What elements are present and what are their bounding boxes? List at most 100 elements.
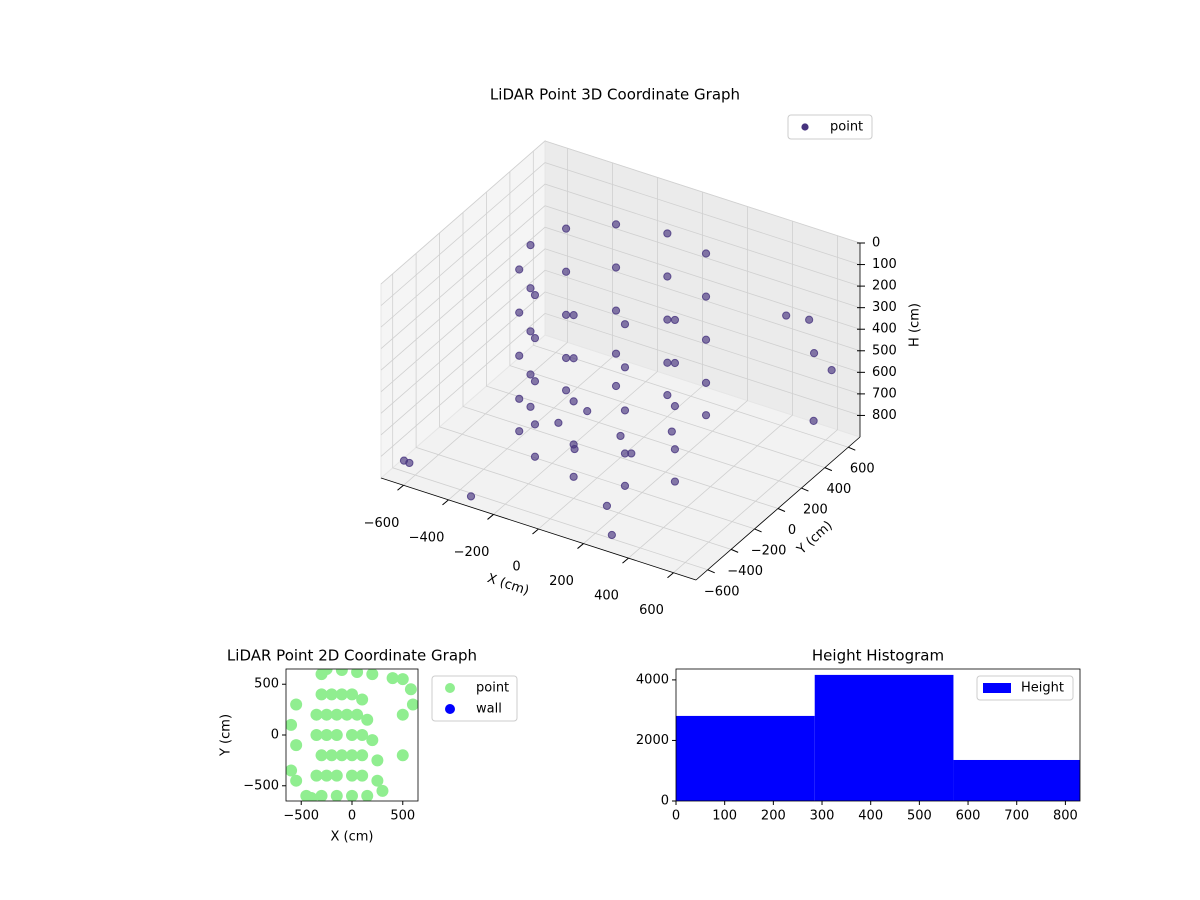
point	[670, 477, 680, 486]
legend-box	[976, 675, 1074, 701]
point	[405, 458, 414, 468]
point	[515, 308, 524, 317]
x-tick-label: −400	[409, 530, 445, 545]
y-axis-label: Y (cm)	[219, 714, 234, 757]
y-tick	[848, 446, 856, 451]
legend-label: wall	[476, 702, 502, 717]
hist-bar	[676, 715, 815, 801]
point	[366, 734, 379, 747]
x-tick-label: 300	[810, 809, 835, 824]
point	[404, 683, 417, 696]
z-grid-line	[380, 205, 861, 350]
point	[376, 784, 389, 797]
x-tick-label: 0	[348, 809, 356, 824]
point	[356, 693, 369, 706]
x-tick-label: 0	[512, 560, 520, 575]
axes-frame	[675, 668, 1081, 802]
point	[330, 769, 343, 782]
point	[701, 292, 711, 301]
point	[310, 729, 323, 741]
z-tick-label: 0	[872, 236, 880, 251]
point	[340, 708, 353, 721]
point	[371, 774, 384, 787]
point	[805, 315, 814, 324]
point	[361, 789, 374, 801]
point	[346, 729, 358, 741]
point	[361, 713, 374, 726]
x-tick-label: −500	[283, 809, 319, 824]
point	[663, 390, 672, 400]
chart-title: Height Histogram	[812, 647, 944, 665]
point	[701, 411, 711, 420]
point	[286, 718, 298, 731]
point	[346, 749, 358, 762]
point	[320, 708, 333, 721]
point	[526, 241, 535, 250]
y-tick-label: 200	[803, 503, 828, 518]
point	[561, 310, 571, 319]
point	[530, 377, 540, 386]
point	[607, 530, 616, 540]
z-tick-label: 100	[872, 257, 897, 272]
z-grid-line	[380, 226, 861, 371]
point	[701, 249, 711, 258]
point	[530, 290, 540, 300]
point	[290, 739, 303, 752]
y-tick-label: 600	[850, 462, 875, 477]
point	[515, 351, 524, 360]
y-tick-label: 400	[826, 482, 851, 497]
point	[782, 311, 791, 320]
x-tick-label: 500	[907, 809, 932, 824]
x-tick-label: 800	[1053, 809, 1078, 824]
point	[627, 449, 636, 458]
point	[320, 769, 333, 782]
point	[315, 688, 328, 701]
y-tick-label: 0	[661, 794, 669, 809]
point	[670, 315, 680, 325]
point	[305, 791, 318, 801]
point	[386, 672, 399, 685]
point	[526, 370, 535, 379]
y-tick	[777, 508, 786, 512]
z-axis-label: H (cm)	[908, 303, 923, 347]
point	[371, 754, 384, 767]
point	[620, 320, 630, 329]
point	[315, 749, 328, 762]
z-tick-label: 200	[872, 279, 897, 294]
point	[356, 749, 369, 762]
legend-marker	[445, 683, 455, 693]
y-tick-label: −200	[751, 543, 787, 558]
x-tick	[397, 484, 404, 491]
y-tick-label: 4000	[636, 672, 669, 687]
point	[330, 729, 343, 741]
point	[530, 452, 540, 461]
point	[809, 416, 818, 425]
point	[351, 669, 364, 679]
x-tick	[577, 543, 584, 549]
y-tick	[707, 569, 715, 574]
point	[670, 358, 680, 368]
point	[356, 729, 369, 741]
y-tick-label: 0	[271, 728, 279, 743]
point	[335, 669, 348, 677]
point	[366, 669, 379, 681]
point	[701, 378, 711, 387]
z-grid-line	[380, 183, 861, 328]
point	[335, 688, 348, 701]
point	[670, 402, 680, 411]
point	[396, 749, 409, 762]
point	[670, 445, 680, 454]
point	[616, 431, 625, 441]
point	[611, 381, 621, 391]
z-tick-label: 600	[872, 365, 897, 380]
point	[602, 501, 612, 510]
x-tick	[442, 499, 449, 506]
point	[526, 327, 535, 336]
z-tick-label: 300	[872, 300, 897, 315]
x-tick-label: 400	[594, 589, 619, 604]
point	[356, 769, 369, 782]
point	[701, 335, 711, 344]
hist-bar	[953, 759, 1080, 801]
point	[515, 427, 524, 436]
